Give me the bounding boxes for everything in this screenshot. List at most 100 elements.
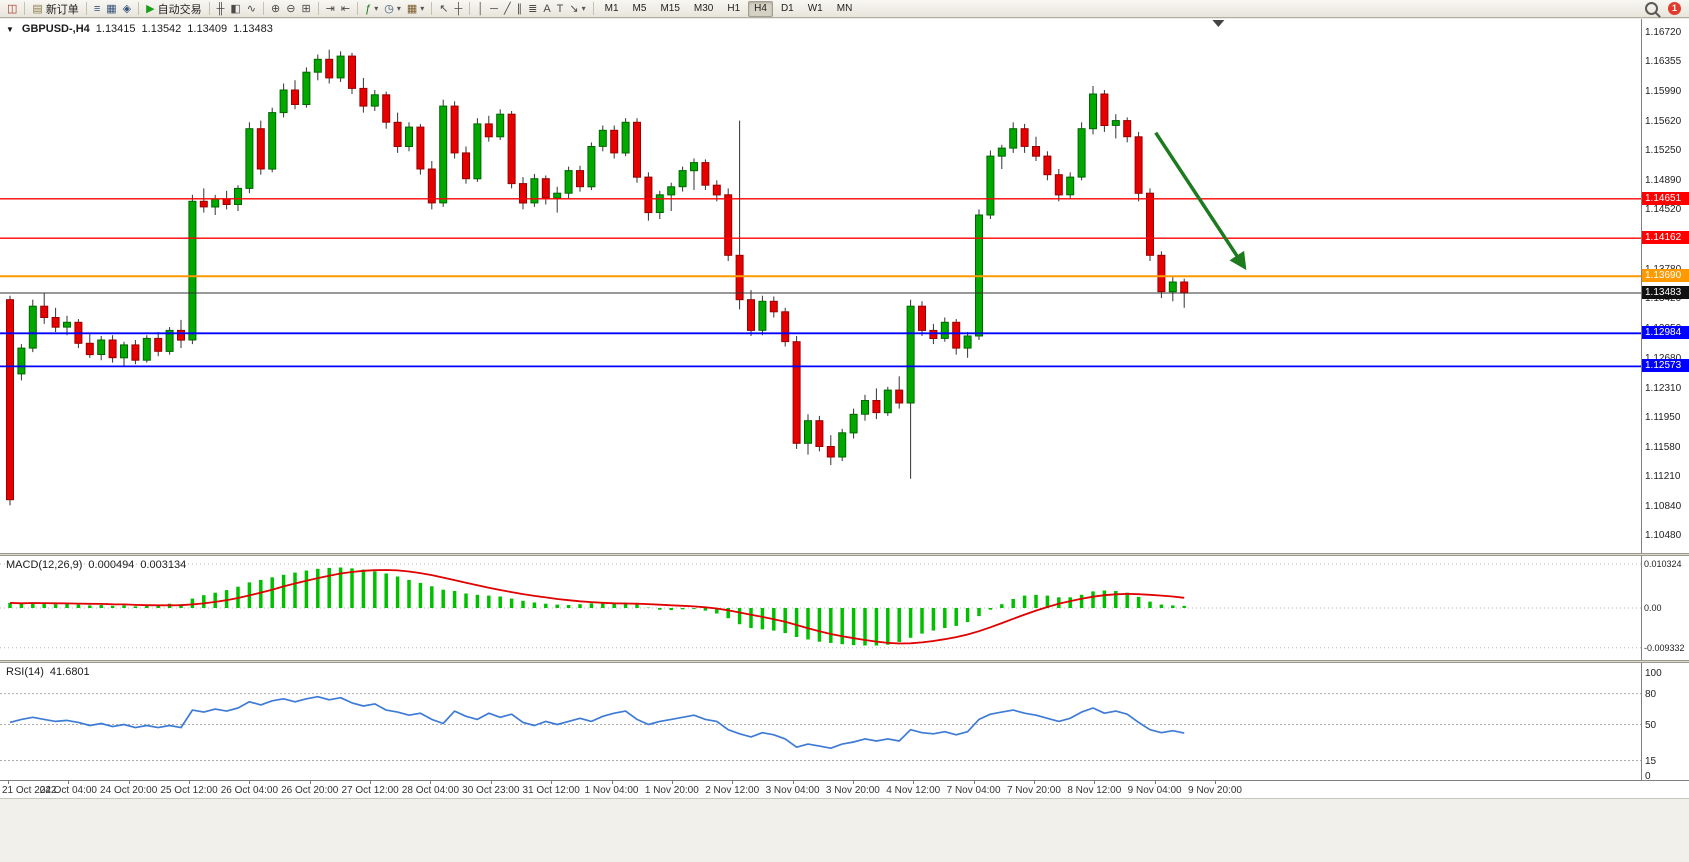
time-axis-label: 31 Oct 12:00 xyxy=(522,785,580,796)
candle xyxy=(940,321,949,339)
time-axis-tick xyxy=(551,781,553,784)
toolbar-separator xyxy=(357,2,359,15)
crosshair-icon[interactable]: ┼ xyxy=(452,1,466,17)
candle xyxy=(667,186,676,196)
toolbar-separator xyxy=(592,2,594,15)
candle xyxy=(918,305,926,331)
price-scale-label: 1.11580 xyxy=(1645,441,1681,453)
text-icon[interactable]: A xyxy=(540,1,553,17)
time-axis-tick xyxy=(852,781,854,784)
arrows-button[interactable]: ↘ ▾ xyxy=(566,1,588,17)
trendline-icon[interactable]: ╱ xyxy=(501,1,514,17)
time-axis-label: 24 Oct 04:00 xyxy=(39,785,97,796)
data-window-icon[interactable]: ▦ xyxy=(103,1,119,17)
label-icon[interactable]: T xyxy=(554,1,567,17)
candle xyxy=(678,170,687,188)
candle xyxy=(165,329,174,352)
timeframe-m15[interactable]: M15 xyxy=(660,2,680,14)
zoom-out-icon[interactable]: ⊖ xyxy=(283,1,298,17)
horizontal-line-icon[interactable]: ─ xyxy=(487,1,501,17)
horizontal-line-icon-glyph: ─ xyxy=(490,2,498,15)
candle xyxy=(815,420,824,448)
time-axis-tick xyxy=(249,781,251,784)
panel-splitter[interactable] xyxy=(0,553,1689,556)
candle xyxy=(724,194,733,256)
new-order-button[interactable]: ▤ 新订单 xyxy=(29,1,81,17)
candle xyxy=(610,129,619,154)
timeframe-mn[interactable]: MN xyxy=(836,2,853,14)
time-axis-tick xyxy=(370,781,372,784)
fibonacci-icon[interactable]: ≣ xyxy=(525,1,540,17)
price-scale[interactable]: 1.16720 1.16355 1.15990 1.15620 1.15250 1.148… xyxy=(1641,19,1689,553)
time-axis-label: 25 Oct 12:00 xyxy=(160,785,218,796)
auto-scroll-icon[interactable]: ⇥ xyxy=(323,1,338,17)
channel-icon[interactable]: ∥ xyxy=(514,1,526,17)
timeframe-m30[interactable]: M30 xyxy=(693,2,714,14)
timeframe-d1[interactable]: D1 xyxy=(780,2,794,14)
macd-plot[interactable] xyxy=(0,556,1641,660)
candle xyxy=(405,126,413,147)
price-scale-label: 1.14520 xyxy=(1645,204,1682,216)
cursor-icon-glyph: ↖ xyxy=(439,2,449,15)
candle xyxy=(382,94,391,123)
timeframe-m1[interactable]: M1 xyxy=(604,2,619,14)
candle xyxy=(769,300,778,313)
indicators-button[interactable]: ƒ ▾ xyxy=(362,1,381,17)
toolbar-separator xyxy=(138,2,140,15)
new-chart-button[interactable]: ◫ xyxy=(4,1,20,17)
candle xyxy=(986,155,995,216)
chart-shift-marker xyxy=(1212,20,1225,27)
timeframe-h1[interactable]: H1 xyxy=(727,2,741,14)
periods-button[interactable]: ◷ ▾ xyxy=(381,1,404,17)
time-axis-label: 9 Nov 20:00 xyxy=(1188,785,1242,796)
chart-shift-icon[interactable]: ⇤ xyxy=(338,1,353,17)
label-icon-glyph: T xyxy=(556,2,564,15)
rsi-scale[interactable]: 100 80 50 15 0 xyxy=(1641,663,1689,782)
candle xyxy=(1157,254,1166,293)
candle xyxy=(792,341,801,444)
time-axis-label: 24 Oct 20:00 xyxy=(100,785,158,796)
symbol-dropdown-icon[interactable]: ▼ xyxy=(6,24,14,34)
timeframe-h4[interactable]: H4 xyxy=(748,0,773,17)
timeframe-w1[interactable]: W1 xyxy=(807,2,823,14)
timeframe-m5[interactable]: M5 xyxy=(632,2,647,14)
cursor-icon[interactable]: ↖ xyxy=(436,1,451,17)
vertical-line-icon[interactable]: │ xyxy=(474,1,487,17)
bid-price-tag: 1.13483 xyxy=(1642,286,1689,300)
price-scale-label: 1.10840 xyxy=(1645,501,1682,513)
market-watch-icon[interactable]: ≡ xyxy=(91,1,103,17)
chevron-down-icon: ▾ xyxy=(396,4,401,13)
candlestick-chart-icon[interactable]: ◧ xyxy=(227,1,243,17)
bar-chart-icon[interactable]: ╫ xyxy=(214,1,228,17)
price-scale-label: 1.15250 xyxy=(1645,145,1682,157)
time-axis-label: 26 Oct 20:00 xyxy=(281,785,339,796)
candle xyxy=(712,184,721,196)
candle xyxy=(1077,128,1086,178)
zoom-in-icon[interactable]: ⊕ xyxy=(268,1,283,17)
toolbar-separator xyxy=(317,2,319,15)
time-axis-label: 7 Nov 20:00 xyxy=(1006,785,1061,796)
autotrading-button[interactable]: ▶ 自动交易 xyxy=(143,1,204,17)
panel-splitter[interactable] xyxy=(0,660,1689,663)
candle xyxy=(256,128,265,170)
macd-scale[interactable]: 0.010324 0.00 -0.009332 xyxy=(1641,556,1689,660)
tile-windows-icon-glyph: ⊞ xyxy=(301,2,311,15)
price-scale-label: 1.11210 xyxy=(1645,471,1681,483)
rsi-plot[interactable] xyxy=(0,663,1641,780)
templates-button[interactable]: ▦ ▾ xyxy=(404,1,427,17)
candle xyxy=(861,400,869,415)
notification-badge[interactable]: 1 xyxy=(1668,2,1681,15)
autotrading-glyph: ▶ xyxy=(146,2,155,15)
candlestick-chart-icon-glyph: ◧ xyxy=(230,2,241,15)
line-chart-icon[interactable]: ∿ xyxy=(244,1,259,17)
main-chart-plot[interactable] xyxy=(0,19,1641,553)
navigator-icon[interactable]: ◈ xyxy=(120,1,134,17)
candle xyxy=(644,176,653,214)
search-icon[interactable] xyxy=(1645,2,1658,15)
zoom-in-icon-glyph: ⊕ xyxy=(271,2,281,15)
time-axis[interactable]: 21 Oct 2022 24 Oct 04:00 24 Oct 20:00 25 Oc… xyxy=(0,780,1689,798)
tile-windows-icon[interactable]: ⊞ xyxy=(298,1,313,17)
candle xyxy=(359,87,368,107)
candle xyxy=(553,192,562,199)
